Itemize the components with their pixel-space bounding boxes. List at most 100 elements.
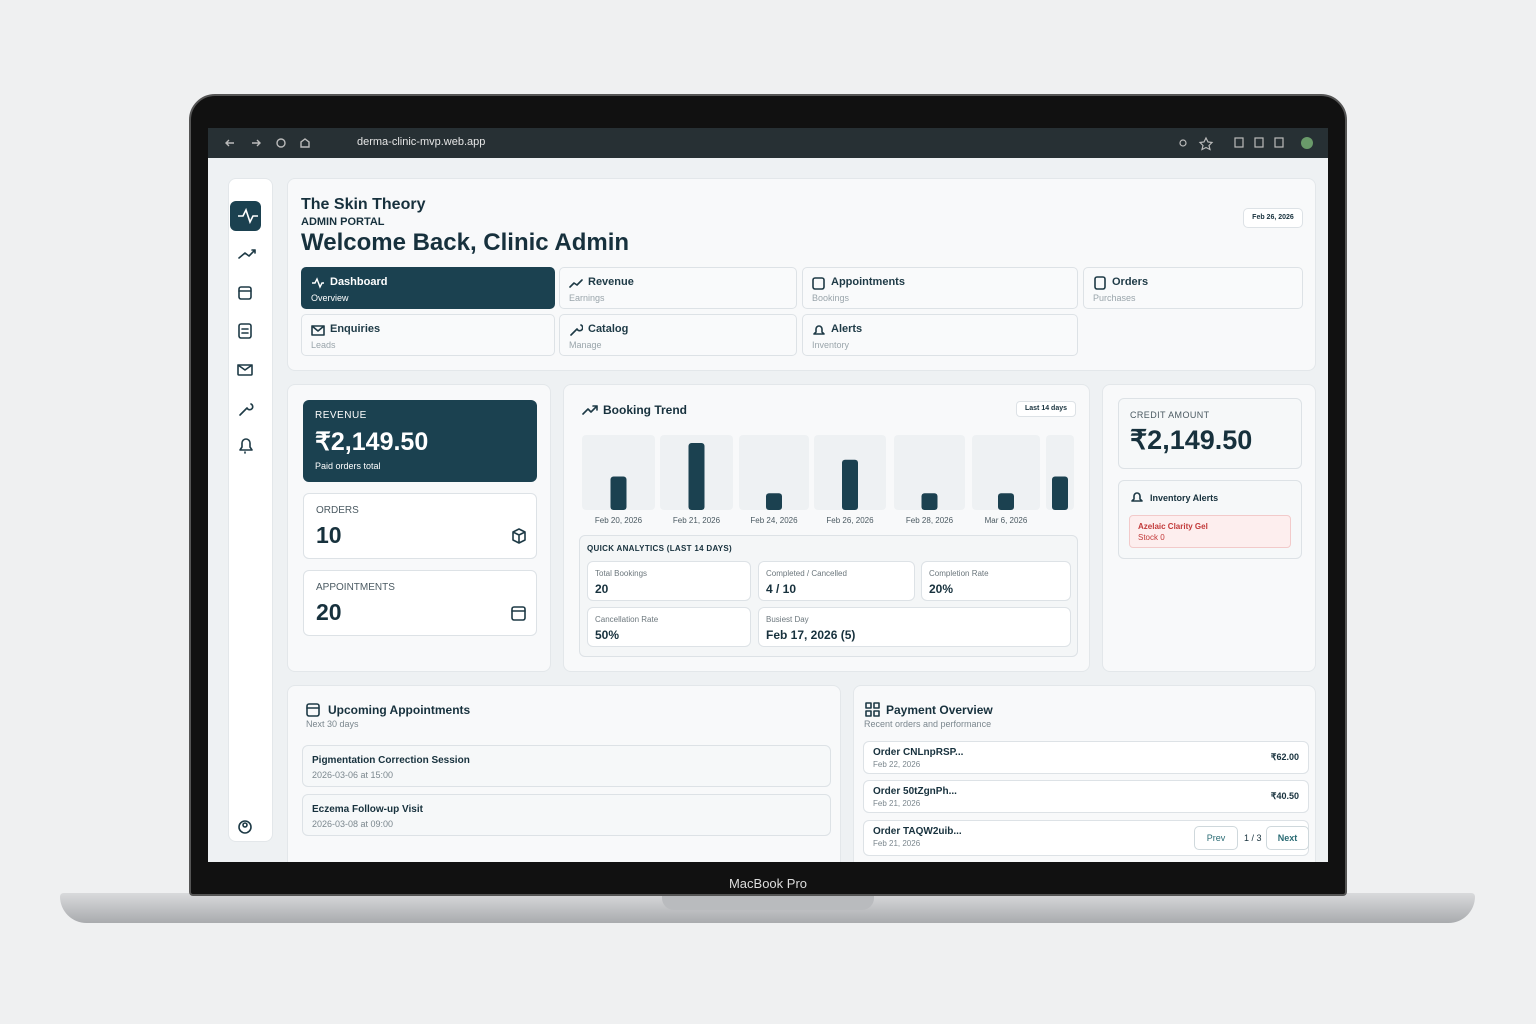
order-date: Feb 21, 2026	[873, 799, 921, 808]
bar	[1052, 476, 1068, 510]
credit-value: ₹2,149.50	[1130, 425, 1253, 455]
tab-icon	[1094, 276, 1106, 290]
page-indicator: 1 / 3	[1244, 833, 1262, 843]
bar	[842, 459, 858, 510]
browser-bar: derma-clinic-mvp.web.app	[208, 128, 1328, 158]
tab[interactable]: Revenue Earnings	[559, 267, 797, 309]
tab-sub: Purchases	[1093, 293, 1136, 303]
credit-card: CREDIT AMOUNT ₹2,149.50 Inventory Alerts…	[1102, 384, 1316, 672]
cell-value: 20%	[929, 582, 954, 596]
calendar-icon	[306, 703, 320, 717]
orders-label: ORDERS	[316, 505, 359, 516]
alert-name: Azelaic Clarity Gel	[1138, 522, 1208, 531]
alert-item[interactable]: Azelaic Clarity Gel Stock 0	[1129, 515, 1291, 548]
analytics-cell: Cancellation Rate 50%	[587, 607, 751, 647]
bar	[921, 493, 938, 510]
tab-icon	[311, 325, 325, 336]
sidebar-icons[interactable]	[229, 179, 274, 843]
bar-column	[972, 435, 1040, 510]
appointment-name: Eczema Follow-up Visit	[312, 804, 423, 815]
date-pill: Feb 26, 2026	[1243, 208, 1303, 228]
orders-icon	[512, 528, 526, 544]
tab[interactable]: Alerts Inventory	[802, 314, 1078, 356]
chart-title: Booking Trend	[603, 403, 687, 417]
tab-icon	[813, 325, 825, 335]
bar	[688, 443, 705, 510]
url-text[interactable]: derma-clinic-mvp.web.app	[357, 136, 486, 148]
appointments-label: APPOINTMENTS	[316, 582, 395, 593]
credit-tile: CREDIT AMOUNT ₹2,149.50	[1118, 398, 1302, 469]
tab-sub: Earnings	[569, 293, 605, 303]
trend-icon	[582, 405, 598, 415]
analytics-cell: Total Bookings 20	[587, 561, 751, 601]
appointments-subtitle: Next 30 days	[306, 719, 359, 729]
order-amount: ₹62.00	[1270, 752, 1299, 762]
revenue-value: ₹2,149.50	[315, 428, 429, 456]
nav-buttons[interactable]	[222, 128, 322, 158]
tab-sub: Inventory	[812, 340, 850, 350]
header-card: The Skin Theory ADMIN PORTAL Welcome Bac…	[287, 178, 1316, 371]
order-id: Order 50tZgnPh...	[873, 786, 957, 797]
appointment-time: 2026-03-06 at 15:00	[312, 770, 394, 780]
cell-label: Total Bookings	[595, 569, 648, 578]
grid-icon	[865, 702, 880, 717]
payments-title: Payment Overview	[886, 703, 993, 717]
x-tick-label: Feb 24, 2026	[750, 516, 798, 525]
tab-label: Enquiries	[330, 323, 381, 335]
tab[interactable]: Enquiries Leads	[301, 314, 555, 356]
tab-icon	[312, 277, 324, 289]
order-date: Feb 21, 2026	[873, 839, 921, 848]
tab-sub: Manage	[569, 340, 602, 350]
next-button[interactable]: Next	[1266, 826, 1309, 850]
prev-button[interactable]: Prev	[1194, 826, 1238, 850]
payment-row[interactable]: Order TAQW2uib... Feb 21, 2026	[863, 820, 1309, 856]
cell-label: Completed / Cancelled	[766, 569, 847, 578]
tab[interactable]: Appointments Bookings	[802, 267, 1078, 309]
order-id: Order CNLnpRSP...	[873, 747, 964, 758]
stats-card: REVENUE ₹2,149.50 Paid orders total ORDE…	[287, 384, 551, 672]
appointment-item[interactable]: Eczema Follow-up Visit 2026-03-08 at 09:0…	[302, 794, 831, 836]
payment-row[interactable]: Order 50tZgnPh... Feb 21, 2026 ₹40.50	[863, 780, 1309, 813]
tab[interactable]: Catalog Manage	[559, 314, 797, 356]
bar-column	[739, 435, 809, 510]
browser-tools	[1179, 136, 1313, 151]
tab-label: Catalog	[588, 323, 629, 335]
x-tick-label: Feb 28, 2026	[906, 516, 954, 525]
cell-value: 50%	[595, 628, 620, 642]
analytics-panel: QUICK ANALYTICS (LAST 14 DAYS) Total Boo…	[579, 535, 1078, 657]
alert-stock: Stock 0	[1138, 533, 1165, 542]
payment-row[interactable]: Order CNLnpRSP... Feb 22, 2026 ₹62.00	[863, 741, 1309, 774]
x-tick-label: Mar 6, 2026	[985, 516, 1028, 525]
tab[interactable]: Dashboard Overview	[301, 267, 555, 309]
cell-label: Cancellation Rate	[595, 615, 659, 624]
bar-column	[894, 435, 965, 510]
cell-value: 4 / 10	[766, 582, 797, 596]
revenue-note: Paid orders total	[315, 461, 381, 471]
appointment-time: 2026-03-08 at 09:00	[312, 819, 394, 829]
appointments-icon	[511, 606, 526, 621]
appointment-item[interactable]: Pigmentation Correction Session 2026-03-0…	[302, 745, 831, 787]
tab[interactable]: Orders Purchases	[1083, 267, 1303, 309]
tab-label: Orders	[1112, 276, 1149, 288]
screen: The Skin Theory ADMIN PORTAL Welcome Bac…	[208, 158, 1328, 862]
tab-label: Dashboard	[330, 276, 388, 288]
tab-icon	[812, 277, 825, 290]
tab-label: Alerts	[831, 323, 863, 335]
tab-label: Revenue	[588, 276, 634, 288]
tab-label: Appointments	[831, 276, 905, 288]
tab-sub: Overview	[311, 293, 349, 303]
bell-icon	[1131, 492, 1143, 502]
appointments-tile: APPOINTMENTS 20	[303, 570, 537, 636]
chart-badge: Last 14 days	[1016, 401, 1076, 417]
sidebar	[228, 178, 273, 842]
analytics-cell: Completion Rate 20%	[921, 561, 1071, 601]
analytics-cell: Completed / Cancelled 4 / 10	[758, 561, 915, 601]
bar	[766, 493, 782, 510]
tab-sub: Bookings	[812, 293, 850, 303]
order-amount: ₹40.50	[1270, 791, 1299, 801]
bar-chart: Feb 20, 2026 Feb 21, 2026 Feb 24, 2026 Feb …	[582, 435, 1074, 525]
appointments-card: Upcoming Appointments Next 30 days Pigme…	[287, 685, 841, 862]
tab-sub: Leads	[311, 340, 336, 350]
x-tick-label: Feb 21, 2026	[673, 516, 721, 525]
appointment-name: Pigmentation Correction Session	[312, 755, 470, 766]
